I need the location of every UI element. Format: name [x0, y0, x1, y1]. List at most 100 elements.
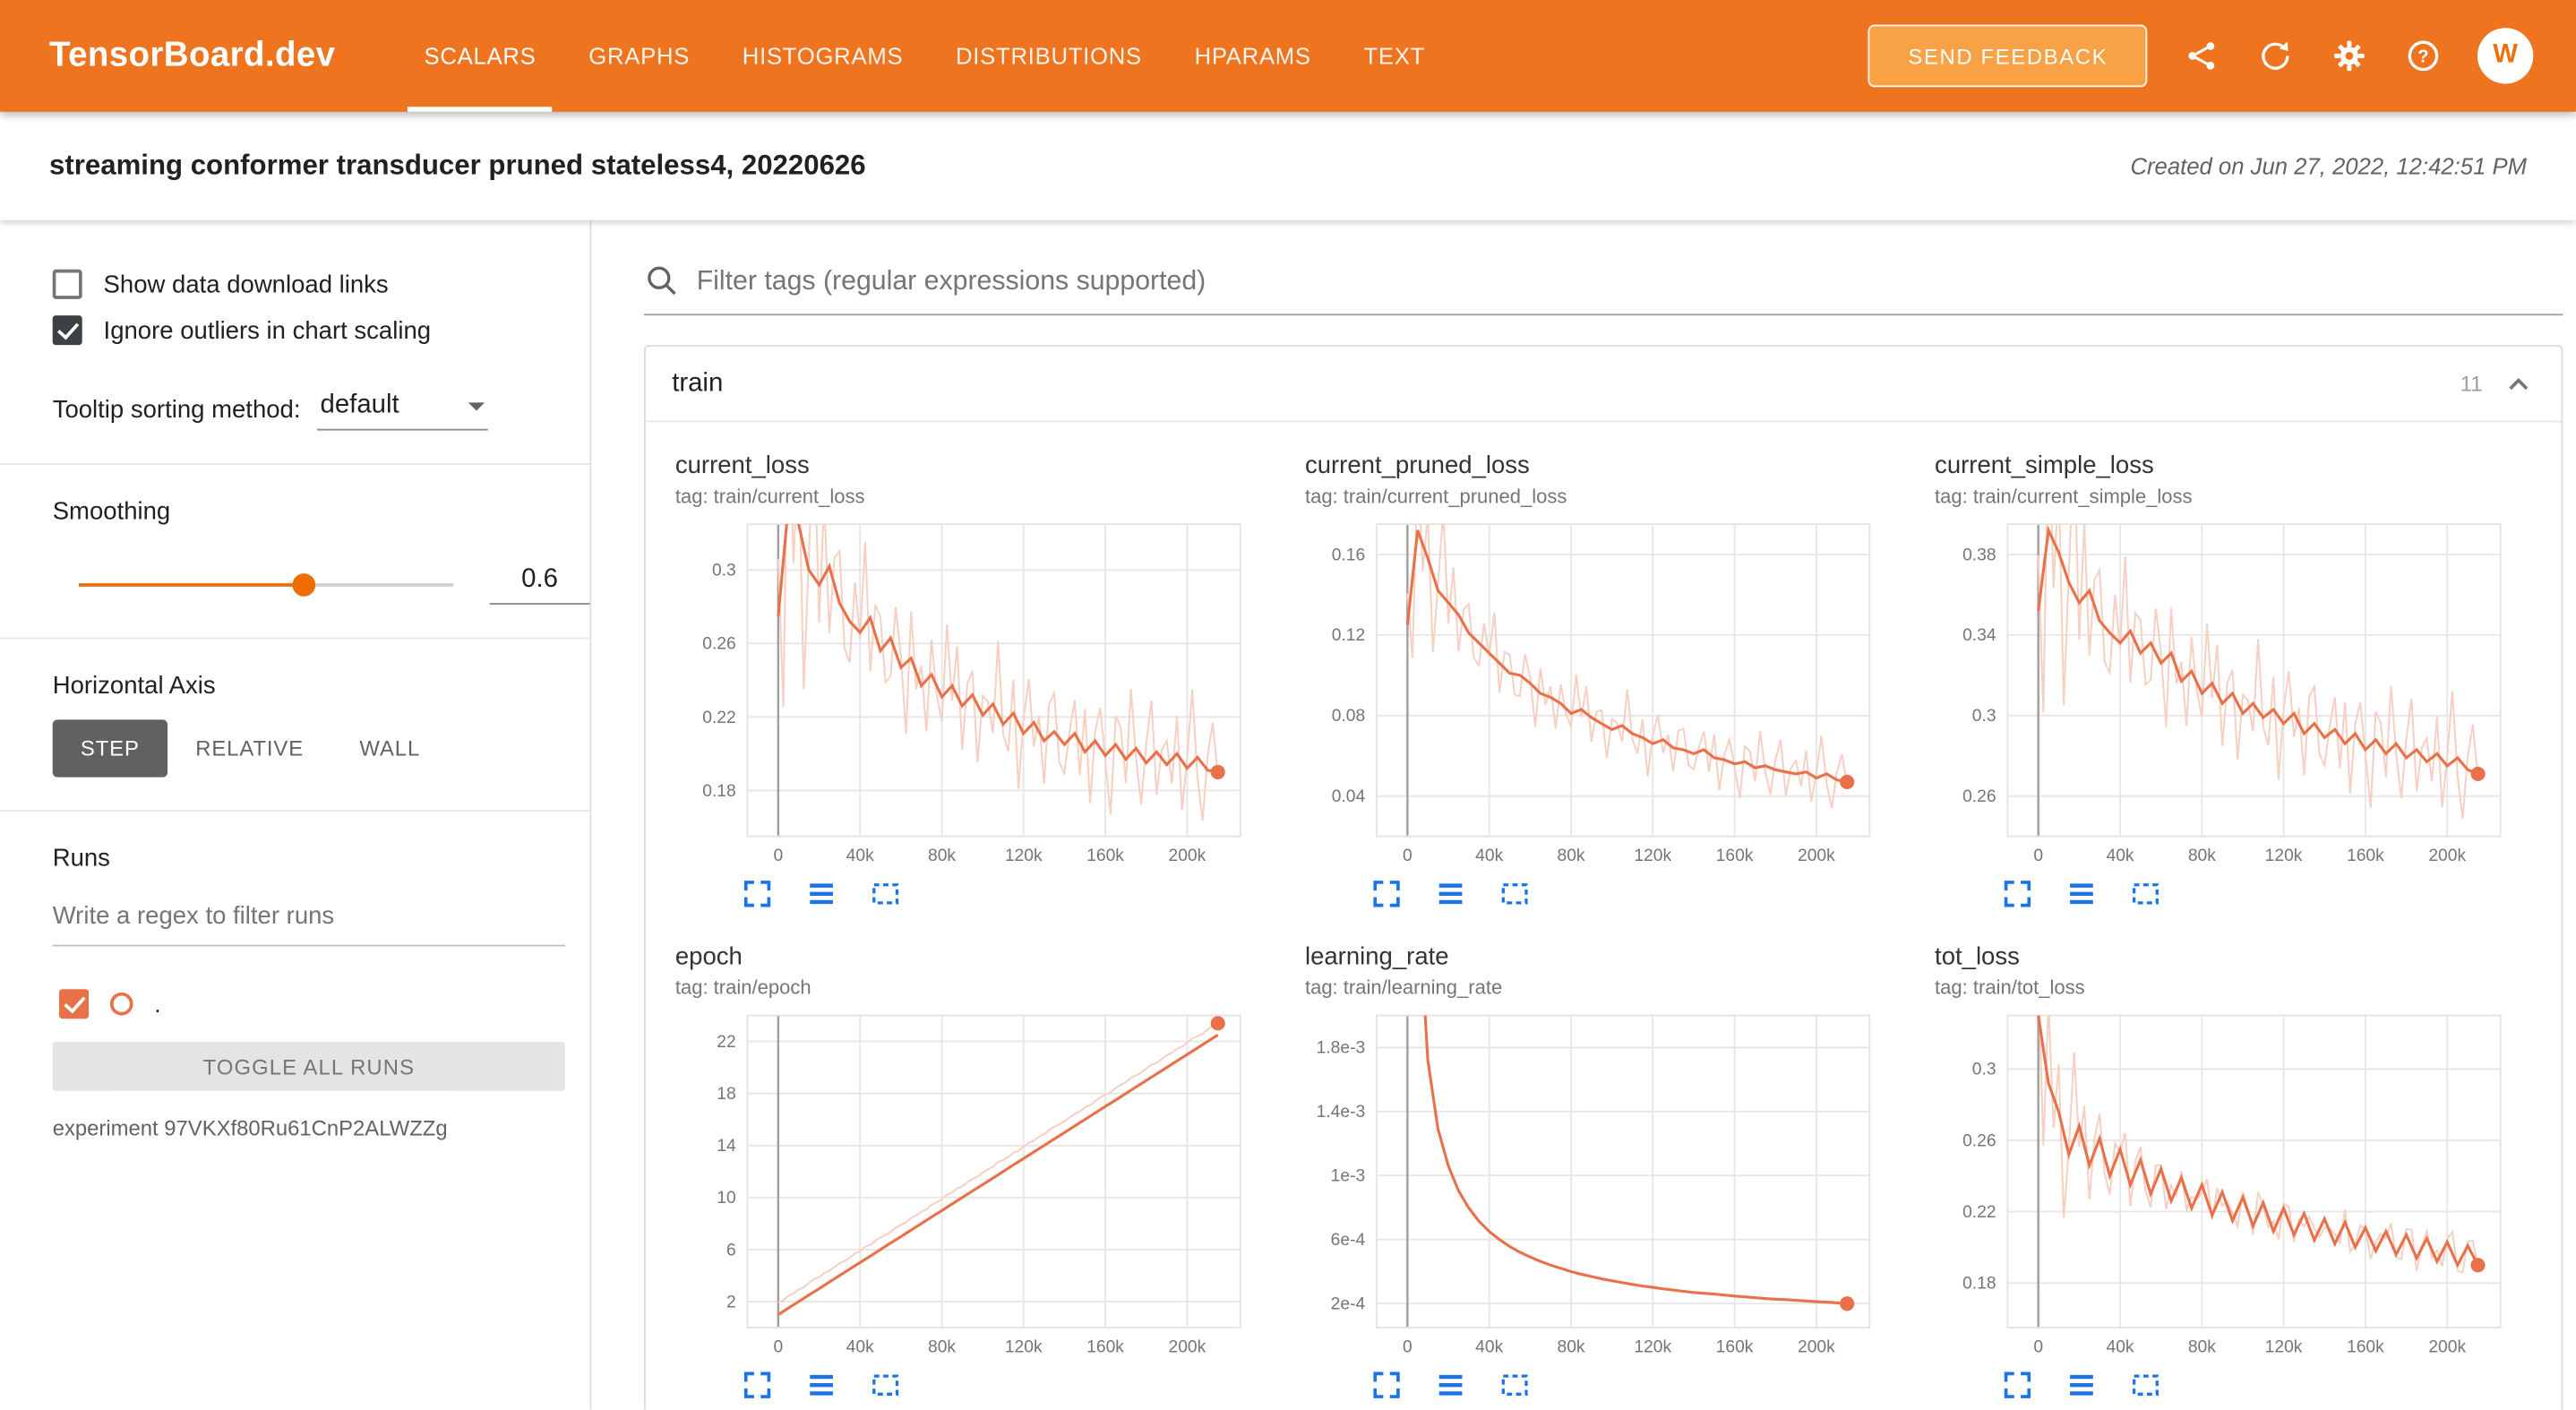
chart-plot[interactable]: 0.18 0.22 0.26 0.3 0 40k 80k 120k 160k 200k — [1935, 1009, 2510, 1361]
data-series-icon[interactable] — [2065, 877, 2098, 910]
svg-text:120k: 120k — [1635, 1338, 1672, 1357]
svg-text:80k: 80k — [928, 847, 956, 865]
svg-text:1e-3: 1e-3 — [1331, 1167, 1366, 1186]
expand-chart-icon[interactable] — [2000, 877, 2033, 910]
axis-step-button[interactable]: STEP — [52, 719, 168, 778]
svg-text:80k: 80k — [1558, 1338, 1585, 1357]
chart-tag: tag: train/learning_rate — [1304, 976, 1503, 1000]
svg-text:0: 0 — [774, 1338, 784, 1357]
svg-text:14: 14 — [717, 1137, 736, 1156]
sidebar-divider — [0, 637, 590, 640]
chart-actions — [2000, 877, 2541, 910]
chart-actions — [1370, 1369, 1911, 1402]
expand-chart-icon[interactable] — [1370, 1369, 1404, 1402]
svg-text:80k: 80k — [2187, 1338, 2215, 1357]
tooltip-sorting-select[interactable]: default — [316, 388, 488, 431]
run-checkbox[interactable] — [59, 989, 90, 1019]
svg-text:0.3: 0.3 — [1971, 1061, 1996, 1079]
axis-wall-button[interactable]: WALL — [331, 719, 448, 777]
chart-plot[interactable]: 2e-4 6e-4 1e-3 1.4e-3 1.8e-3 0 40k 80k 120k 160k 2… — [1305, 1009, 1880, 1361]
data-series-icon[interactable] — [1435, 877, 1468, 910]
svg-text:160k: 160k — [1086, 1338, 1124, 1357]
settings-icon[interactable] — [2330, 36, 2369, 75]
svg-text:120k: 120k — [1005, 847, 1043, 865]
run-name: . — [154, 991, 161, 1018]
refresh-icon[interactable] — [2255, 36, 2295, 75]
svg-text:0.22: 0.22 — [702, 709, 735, 727]
expand-chart-icon[interactable] — [741, 877, 774, 910]
expand-chart-icon[interactable] — [2000, 1369, 2033, 1402]
chart-tag: tag: train/current_simple_loss — [1935, 485, 2193, 508]
tab-scalars[interactable]: SCALARS — [398, 0, 562, 112]
user-avatar[interactable]: W — [2477, 28, 2534, 84]
slider-track-active — [79, 583, 304, 587]
svg-text:0.26: 0.26 — [702, 635, 735, 654]
svg-text:2: 2 — [726, 1293, 736, 1311]
expand-chart-icon[interactable] — [1370, 877, 1404, 910]
chart-title: current_pruned_loss — [1304, 451, 1530, 480]
smoothing-slider[interactable] — [79, 573, 454, 597]
expand-chart-icon[interactable] — [741, 1369, 774, 1402]
ignore-outliers-checkbox[interactable] — [52, 315, 82, 346]
data-series-icon[interactable] — [805, 877, 838, 910]
fit-domain-icon[interactable] — [1498, 877, 1532, 910]
settings-sidebar: Show data download links Ignore outliers… — [0, 219, 592, 1410]
help-icon[interactable]: ? — [2403, 36, 2443, 75]
tab-histograms[interactable]: HISTOGRAMS — [742, 42, 904, 70]
chart-plot[interactable]: 2 6 10 14 18 22 0 40k 80k 120k 160k 200k — [675, 1009, 1250, 1361]
header-actions: SEND FEEDBACK — [1868, 24, 2534, 88]
send-feedback-button[interactable]: SEND FEEDBACK — [1868, 24, 2148, 88]
data-series-icon[interactable] — [805, 1369, 838, 1402]
tag-filter-row — [644, 262, 2563, 316]
smoothing-row: 0.6 — [0, 565, 590, 605]
smoothing-slider-thumb[interactable] — [292, 573, 315, 597]
svg-text:0: 0 — [1404, 847, 1413, 865]
fit-domain-icon[interactable] — [869, 877, 902, 910]
data-series-icon[interactable] — [2065, 1369, 2098, 1402]
chart-title: epoch — [674, 942, 743, 972]
collapse-chevron-icon[interactable] — [2499, 364, 2538, 403]
svg-text:40k: 40k — [2106, 1338, 2134, 1357]
fit-domain-icon[interactable] — [2128, 877, 2161, 910]
run-color-swatch[interactable] — [109, 992, 133, 1016]
fit-domain-icon[interactable] — [2128, 1369, 2161, 1402]
svg-text:0.26: 0.26 — [1962, 787, 1995, 806]
show-download-checkbox[interactable] — [52, 269, 82, 299]
svg-text:200k: 200k — [1799, 1338, 1836, 1357]
horizontal-axis-buttons: STEP RELATIVE WALL — [52, 719, 563, 778]
runs-filter-input[interactable] — [52, 895, 565, 947]
svg-text:200k: 200k — [1169, 1338, 1206, 1357]
ignore-outliers-row: Ignore outliers in chart scaling — [0, 315, 589, 346]
tab-distributions[interactable]: DISTRIBUTIONS — [956, 42, 1142, 70]
content-area: Show data download links Ignore outliers… — [0, 219, 2576, 1410]
experiment-title: streaming conformer transducer pruned st… — [49, 149, 866, 181]
chart-plot[interactable]: 0.04 0.08 0.12 0.16 0 40k 80k 120k 160k 200k — [1305, 518, 1880, 870]
svg-text:0.16: 0.16 — [1332, 546, 1365, 564]
chart-card: current_simple_loss tag: train/current_s… — [1921, 439, 2551, 910]
tag-group-header[interactable]: train 11 — [645, 347, 2562, 423]
fit-domain-icon[interactable] — [1498, 1369, 1532, 1402]
chart-actions — [741, 877, 1282, 910]
smoothing-value[interactable]: 0.6 — [489, 565, 590, 605]
tab-graphs[interactable]: GRAPHS — [588, 42, 691, 70]
nav-tabs: SCALARS GRAPHS HISTOGRAMS DISTRIBUTIONS HPAR… — [398, 0, 1451, 112]
show-download-row: Show data download links — [0, 269, 589, 299]
data-series-icon[interactable] — [1435, 1369, 1468, 1402]
fit-domain-icon[interactable] — [869, 1369, 902, 1402]
svg-text:80k: 80k — [928, 1338, 956, 1357]
chart-plot[interactable]: 0.18 0.22 0.26 0.3 0 40k 80k 120k 160k 200k — [675, 518, 1250, 870]
tab-hparams[interactable]: HPARAMS — [1194, 42, 1311, 70]
axis-relative-button[interactable]: RELATIVE — [167, 719, 331, 777]
svg-text:160k: 160k — [1716, 847, 1754, 865]
share-icon[interactable] — [2182, 36, 2221, 75]
svg-text:40k: 40k — [846, 1338, 874, 1357]
experiment-id: experiment 97VKXf80Ru61CnP2ALWZZg — [52, 1115, 448, 1140]
chart-plot[interactable]: 0.26 0.3 0.34 0.38 0 40k 80k 120k 160k 200k — [1935, 518, 2510, 870]
svg-text:6e-4: 6e-4 — [1331, 1231, 1366, 1250]
tab-text[interactable]: TEXT — [1363, 42, 1426, 70]
svg-text:120k: 120k — [1635, 847, 1672, 865]
toggle-all-runs-button[interactable]: TOGGLE ALL RUNS — [52, 1041, 565, 1091]
svg-text:18: 18 — [717, 1085, 735, 1104]
app-logo[interactable]: TensorBoard.dev — [49, 36, 336, 74]
tag-filter-input[interactable] — [696, 265, 2563, 297]
